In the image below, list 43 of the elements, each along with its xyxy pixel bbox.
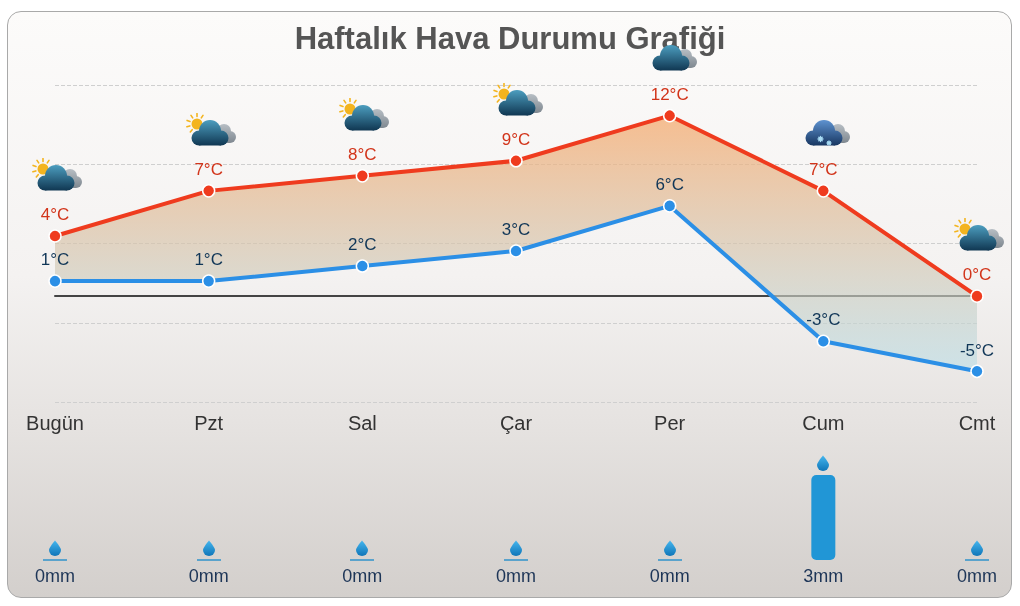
x-tick-label: Çar	[499, 412, 533, 434]
data-label: 3°C	[501, 220, 531, 240]
chart-title: Haftalık Hava Durumu Grafiği	[294, 21, 726, 56]
point	[509, 244, 523, 258]
point	[48, 229, 62, 243]
point	[662, 199, 677, 213]
point	[355, 169, 370, 183]
data-label: 7°C	[809, 160, 838, 180]
data-label: 0mm	[35, 566, 75, 586]
data-label: -5°C	[959, 340, 995, 360]
point	[48, 274, 62, 288]
point	[509, 154, 523, 168]
point	[662, 108, 677, 123]
data-label: 6°C	[655, 175, 684, 195]
data-label: 3mm	[803, 566, 844, 586]
data-label: 1°C	[194, 250, 223, 270]
x-tick-label: Cum	[802, 412, 845, 434]
x-tick-label: Cmt	[958, 412, 996, 434]
data-label: 7°C	[194, 160, 223, 180]
x-tick-label: Sal	[347, 412, 377, 434]
data-label: -3°C	[806, 310, 841, 330]
data-label: 1°C	[40, 250, 70, 270]
data-label: 2°C	[348, 235, 377, 255]
data-label: 9°C	[501, 130, 531, 150]
point	[201, 274, 216, 288]
point	[201, 184, 216, 198]
point	[355, 259, 370, 273]
point	[970, 364, 984, 379]
data-label: 0mm	[342, 566, 383, 586]
data-label: 12°C	[650, 84, 689, 104]
data-label: 0mm	[957, 566, 997, 586]
data-label: 8°C	[348, 145, 377, 165]
x-tick-label: Bugün	[26, 412, 84, 434]
data-label: 0mm	[496, 566, 536, 586]
data-label: 0mm	[188, 566, 229, 586]
x-tick-label: Per	[654, 412, 686, 434]
x-tick-label: Pzt	[194, 412, 224, 434]
point	[970, 289, 984, 303]
data-label: 4°C	[40, 205, 70, 225]
point	[816, 334, 831, 348]
data-label: 0mm	[649, 566, 690, 586]
data-label: 0°C	[962, 265, 992, 285]
point	[816, 184, 831, 198]
